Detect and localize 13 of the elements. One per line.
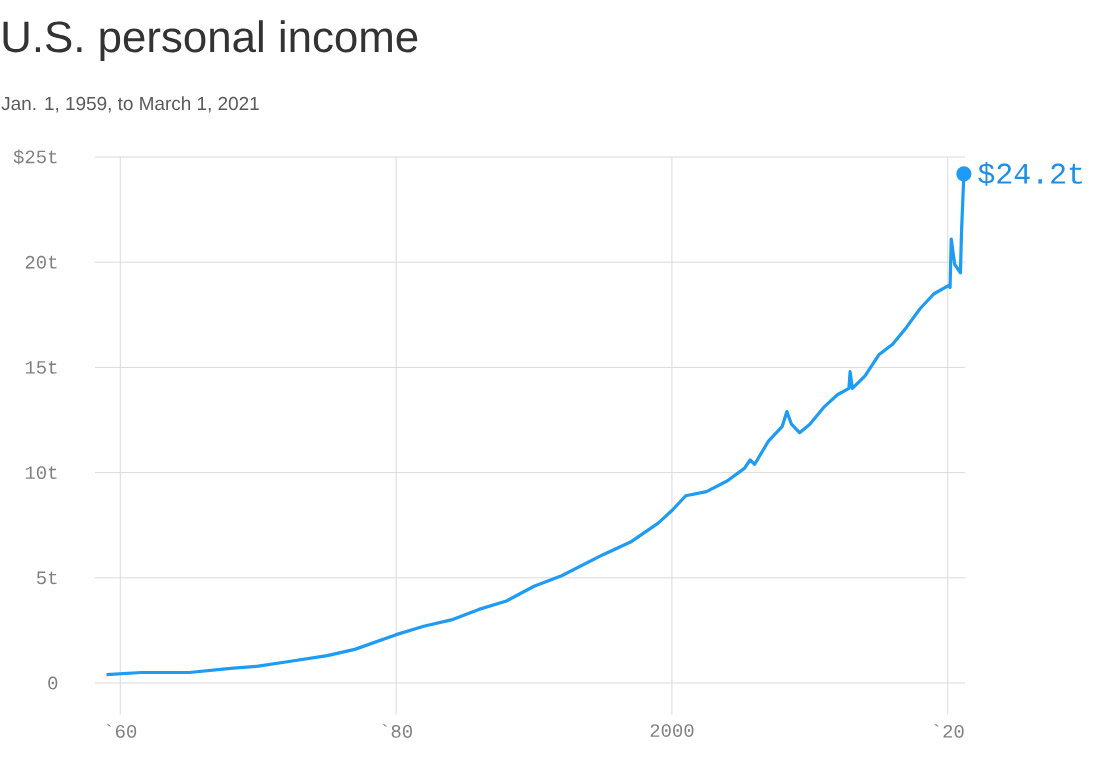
annotation: $24.2t bbox=[978, 162, 1082, 186]
y-tick-label: $25t bbox=[13, 149, 57, 165]
x-tick-label: `80 bbox=[382, 724, 412, 738]
y-tick-label: 20t bbox=[25, 255, 57, 269]
x-tick-label: 2000 bbox=[650, 724, 694, 737]
chart-subtitle: Jan. 1, 1959, to March 1, 2021 bbox=[1, 96, 259, 113]
y-tick-label: 0 bbox=[48, 676, 58, 690]
x-tick-label: `60 bbox=[106, 724, 137, 738]
y-tick-label: 15t bbox=[25, 361, 57, 374]
chart-title: U.S. personal income bbox=[3, 20, 418, 62]
y-tick-label: 10t bbox=[25, 466, 57, 480]
x-tick-label: `20 bbox=[934, 724, 964, 738]
y-tick-label: 5t bbox=[36, 571, 57, 585]
